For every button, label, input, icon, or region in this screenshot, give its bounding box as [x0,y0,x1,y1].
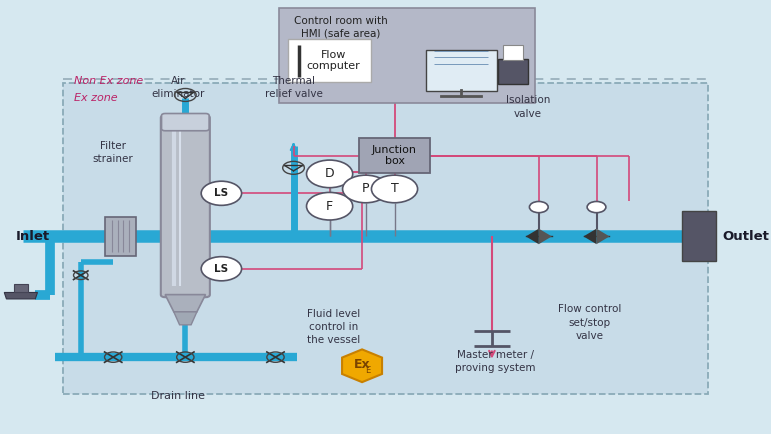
Polygon shape [503,45,523,59]
FancyBboxPatch shape [279,8,535,103]
Circle shape [372,175,418,203]
Polygon shape [5,293,38,299]
FancyBboxPatch shape [288,39,372,82]
Text: Junction
box: Junction box [372,145,417,166]
Text: Flow
computer: Flow computer [306,50,360,72]
FancyBboxPatch shape [161,115,210,297]
Text: Control room with
HMI (safe area): Control room with HMI (safe area) [294,16,387,38]
Polygon shape [165,295,206,312]
FancyBboxPatch shape [105,217,136,256]
Text: Master meter /
proving system: Master meter / proving system [455,350,536,373]
Circle shape [588,201,606,213]
Text: Filter
strainer: Filter strainer [93,141,133,164]
Text: LS: LS [214,188,228,198]
Text: P: P [362,182,369,195]
Circle shape [201,256,241,281]
Polygon shape [342,349,382,382]
Text: Fluid level
control in
the vessel: Fluid level control in the vessel [307,309,360,345]
FancyBboxPatch shape [359,138,430,174]
Text: D: D [325,168,335,181]
Circle shape [307,192,352,220]
Polygon shape [173,312,197,325]
Circle shape [201,181,241,205]
FancyBboxPatch shape [682,211,716,261]
Text: F: F [326,200,333,213]
Polygon shape [539,229,552,244]
FancyBboxPatch shape [162,114,209,131]
FancyBboxPatch shape [426,50,497,91]
Text: Flow control
set/stop
valve: Flow control set/stop valve [557,304,621,341]
Text: Drain line: Drain line [151,391,205,401]
Polygon shape [597,229,610,244]
Circle shape [342,175,389,203]
Polygon shape [526,229,539,244]
FancyBboxPatch shape [497,59,528,84]
Text: T: T [391,182,399,195]
Polygon shape [584,229,597,244]
FancyBboxPatch shape [62,83,709,394]
Polygon shape [14,284,28,293]
Circle shape [530,201,548,213]
Text: Inlet: Inlet [16,230,50,243]
Text: LS: LS [214,264,228,274]
Text: Non Ex zone: Non Ex zone [73,76,143,86]
Text: Air
eliminator: Air eliminator [151,76,205,99]
Text: Thermal
relief valve: Thermal relief valve [264,76,322,99]
Circle shape [307,160,352,187]
Text: Ex zone: Ex zone [73,93,117,103]
Text: Ex: Ex [354,358,370,372]
Text: Isolation
valve: Isolation valve [506,95,550,118]
Text: E: E [365,365,370,375]
Text: Outlet: Outlet [722,230,769,243]
